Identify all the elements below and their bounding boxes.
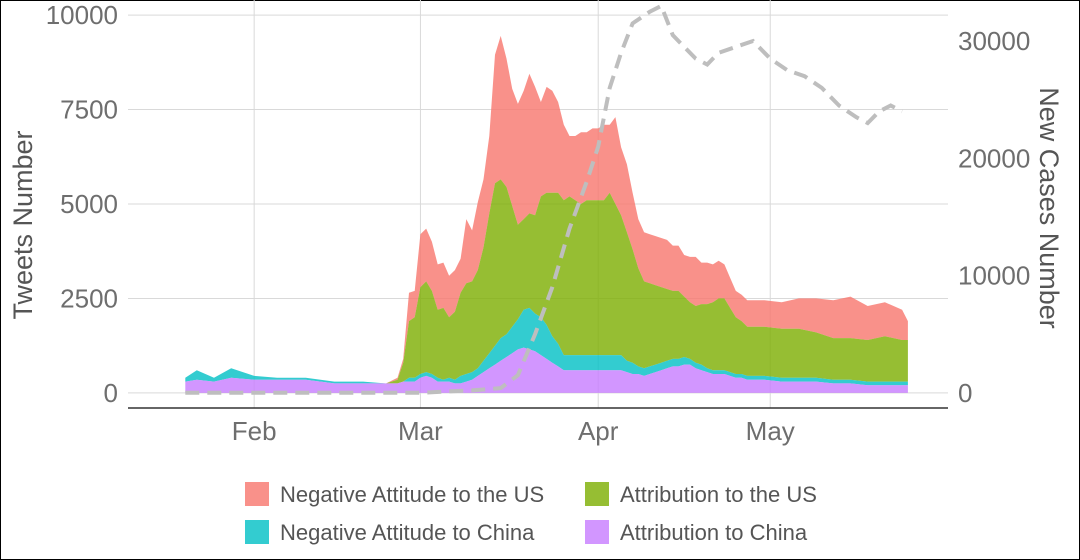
- y-tick-label: 10000: [46, 0, 118, 30]
- y2-tick-label: 0: [958, 378, 972, 408]
- y2-tick-label: 10000: [958, 261, 1030, 291]
- legend-swatch-attribution-to-china: [585, 520, 609, 544]
- y2-axis-title: New Cases Number: [1034, 87, 1064, 329]
- legend: Negative Attitude to the US Attribution t…: [245, 482, 817, 545]
- legend-swatch-attribution-to-the-us: [585, 482, 609, 506]
- legend-label-negative-attitude-to-the-us: Negative Attitude to the US: [280, 482, 544, 507]
- legend-label-negative-attitude-to-china: Negative Attitude to China: [280, 520, 535, 545]
- x-axis-ticks: Feb Mar Apr May: [232, 416, 795, 446]
- stacked-areas: [185, 35, 908, 393]
- legend-swatch-negative-attitude-to-china: [245, 520, 269, 544]
- x-tick-label: Feb: [232, 416, 277, 446]
- x-tick-label: Mar: [398, 416, 443, 446]
- legend-swatch-negative-attitude-to-the-us: [245, 482, 269, 506]
- y-tick-label: 2500: [60, 283, 118, 313]
- y-tick-label: 5000: [60, 189, 118, 219]
- area-attribution-to-the-us: [185, 179, 908, 384]
- legend-label-attribution-to-china: Attribution to China: [620, 520, 808, 545]
- y-tick-label: 0: [104, 378, 118, 408]
- x-tick-label: May: [746, 416, 795, 446]
- area-negative-attitude-to-the-us: [185, 35, 908, 384]
- left-axis-ticks: 0 2500 5000 7500 10000: [46, 0, 118, 408]
- area-negative-attitude-to-china: [185, 307, 908, 386]
- y-axis-title: Tweets Number: [8, 130, 38, 319]
- y-tick-label: 7500: [60, 95, 118, 125]
- area-attribution-to-china: [185, 347, 908, 393]
- right-axis-ticks: 0 10000 20000 30000: [958, 26, 1030, 408]
- legend-label-attribution-to-the-us: Attribution to the US: [620, 482, 817, 507]
- y2-tick-label: 20000: [958, 143, 1030, 173]
- x-tick-label: Apr: [578, 416, 619, 446]
- y2-tick-label: 30000: [958, 26, 1030, 56]
